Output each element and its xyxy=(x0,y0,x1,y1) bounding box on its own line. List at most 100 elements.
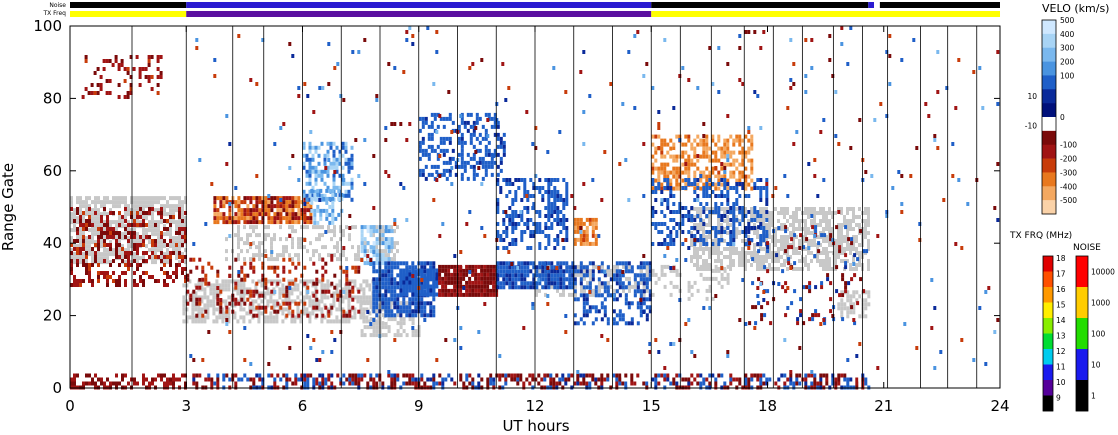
velocity-cell xyxy=(705,190,709,194)
velocity-cell xyxy=(726,194,730,198)
ground-scatter-cell xyxy=(610,284,613,289)
velocity-cell xyxy=(738,182,742,186)
velocity-cell xyxy=(681,206,685,210)
velocity-cell xyxy=(486,268,490,273)
ground-scatter-cell xyxy=(843,235,846,239)
velocity-cell xyxy=(97,243,100,247)
velocity-cell xyxy=(313,220,317,225)
ground-scatter-cell xyxy=(368,283,372,288)
velocity-cell xyxy=(469,140,473,145)
velocity-cell xyxy=(228,301,232,306)
velocity-cell xyxy=(720,154,724,159)
velocity-cell xyxy=(175,263,178,267)
ground-scatter-cell xyxy=(314,295,318,300)
velocity-cell xyxy=(762,186,766,190)
velocity-cell xyxy=(79,279,82,283)
velocity-cell xyxy=(109,275,112,279)
velocity-cell xyxy=(675,186,679,191)
velocity-cell xyxy=(326,153,330,158)
velocity-cell xyxy=(305,181,309,186)
velocity-cell xyxy=(435,280,439,285)
ground-scatter-cell xyxy=(191,299,195,304)
velocity-cell xyxy=(294,196,298,201)
ground-scatter-cell xyxy=(381,325,385,330)
velocity-cell xyxy=(375,229,379,234)
velocity-cell xyxy=(441,280,445,285)
ground-scatter-cell xyxy=(807,215,810,219)
velocity-cell xyxy=(714,194,718,198)
velocity-cell xyxy=(717,146,721,151)
velocity-cell xyxy=(70,259,73,263)
velocity-cell xyxy=(360,225,364,230)
velocity-cell xyxy=(747,158,751,163)
velocity-cell xyxy=(729,210,733,214)
ground-scatter-cell xyxy=(287,299,291,304)
velocity-cell xyxy=(106,215,109,219)
txfreq-bar xyxy=(70,11,1000,17)
ground-scatter-cell xyxy=(255,253,258,258)
velocity-cell xyxy=(508,281,512,286)
velocity-cell xyxy=(705,194,709,198)
ground-scatter-cell xyxy=(347,279,351,284)
velocity-cell xyxy=(496,273,500,278)
ground-scatter-cell xyxy=(783,215,786,219)
ground-scatter-cell xyxy=(834,259,837,263)
ground-scatter-cell xyxy=(780,235,783,239)
velocity-cell xyxy=(562,281,566,286)
velocity-cell xyxy=(612,277,616,282)
velocity-cell xyxy=(466,128,470,133)
velocity-cell xyxy=(499,281,503,286)
velocity-cell xyxy=(421,148,425,153)
velocity-cell xyxy=(252,204,256,209)
ground-scatter-cell xyxy=(224,287,228,292)
ground-scatter-cell xyxy=(792,227,795,231)
ground-scatter-cell xyxy=(203,319,207,324)
velocity-cell xyxy=(163,227,166,231)
velocity-cell xyxy=(520,198,524,202)
ground-scatter-cell xyxy=(215,319,219,324)
ground-scatter-cell xyxy=(390,317,394,322)
ground-scatter-cell xyxy=(393,253,396,258)
ground-scatter-cell xyxy=(693,247,696,251)
velocity-cell xyxy=(402,276,406,281)
velocity-cell xyxy=(502,218,506,222)
velocity-cell xyxy=(532,230,536,234)
ground-scatter-cell xyxy=(798,223,801,227)
ground-scatter-cell xyxy=(690,292,694,297)
velocity-cell xyxy=(520,269,524,274)
velocity-cell xyxy=(511,214,515,218)
ground-scatter-cell xyxy=(855,247,858,251)
velocity-cell xyxy=(106,219,109,223)
ground-scatter-cell xyxy=(200,319,204,324)
ground-scatter-cell xyxy=(157,196,160,201)
ground-scatter-cell xyxy=(855,263,858,267)
velocity-cell xyxy=(579,277,583,282)
ground-scatter-cell xyxy=(300,245,303,250)
velocity-cell xyxy=(123,79,127,83)
velocity-cell xyxy=(648,309,652,314)
ground-scatter-cell xyxy=(246,249,249,254)
velocity-cell xyxy=(579,237,583,242)
ground-scatter-cell xyxy=(157,248,160,253)
velocity-cell xyxy=(369,233,373,238)
velocity-cell xyxy=(447,272,451,277)
velocity-cell xyxy=(696,166,700,171)
ground-scatter-cell xyxy=(91,260,94,265)
ground-scatter-cell xyxy=(175,196,178,201)
ground-scatter-cell xyxy=(109,208,112,213)
velocity-cell xyxy=(726,162,730,167)
ground-scatter-cell xyxy=(191,307,195,312)
velocity-cell xyxy=(741,174,745,179)
ground-scatter-cell xyxy=(109,252,112,257)
velocity-cell xyxy=(160,259,163,263)
ground-scatter-cell xyxy=(628,284,631,289)
velocity-cell xyxy=(372,289,376,294)
ground-scatter-cell xyxy=(810,207,813,211)
velocity-cell xyxy=(627,281,631,286)
velocity-cell xyxy=(648,269,652,274)
ground-scatter-cell xyxy=(538,288,541,293)
velocity-cell xyxy=(573,237,577,242)
velocity-cell xyxy=(159,55,163,59)
velocity-cell xyxy=(496,182,500,186)
velocity-cell xyxy=(529,234,533,238)
